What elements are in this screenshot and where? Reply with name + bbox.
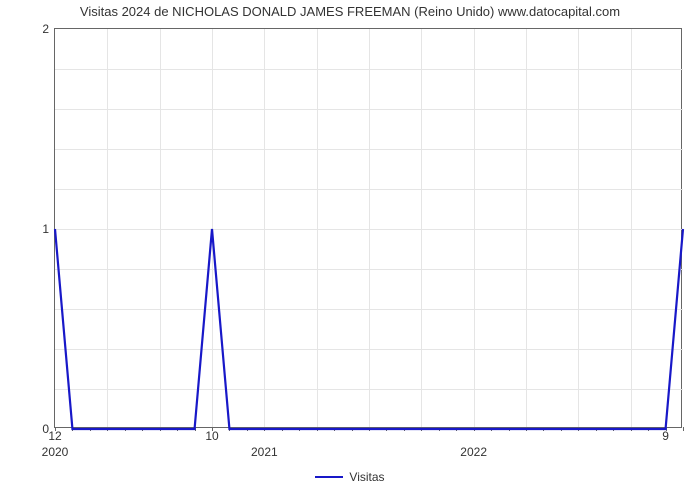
chart-plot-area: 01212109202020212022 [54,28,682,428]
x-minor-tick [683,427,684,431]
x-year-tick-label: 2022 [460,445,487,459]
series-line [55,29,683,429]
x-secondary-tick-label: 9 [662,429,669,443]
x-year-tick-label: 2021 [251,445,278,459]
y-tick-label: 2 [42,22,49,36]
legend-label: Visitas [349,470,384,484]
y-tick-label: 1 [42,222,49,236]
chart-legend: Visitas [0,470,700,484]
legend-swatch [315,476,343,478]
x-year-tick-label: 2020 [42,445,69,459]
x-secondary-tick-label: 12 [48,429,61,443]
chart-title: Visitas 2024 de NICHOLAS DONALD JAMES FR… [0,4,700,19]
x-secondary-tick-label: 10 [205,429,218,443]
